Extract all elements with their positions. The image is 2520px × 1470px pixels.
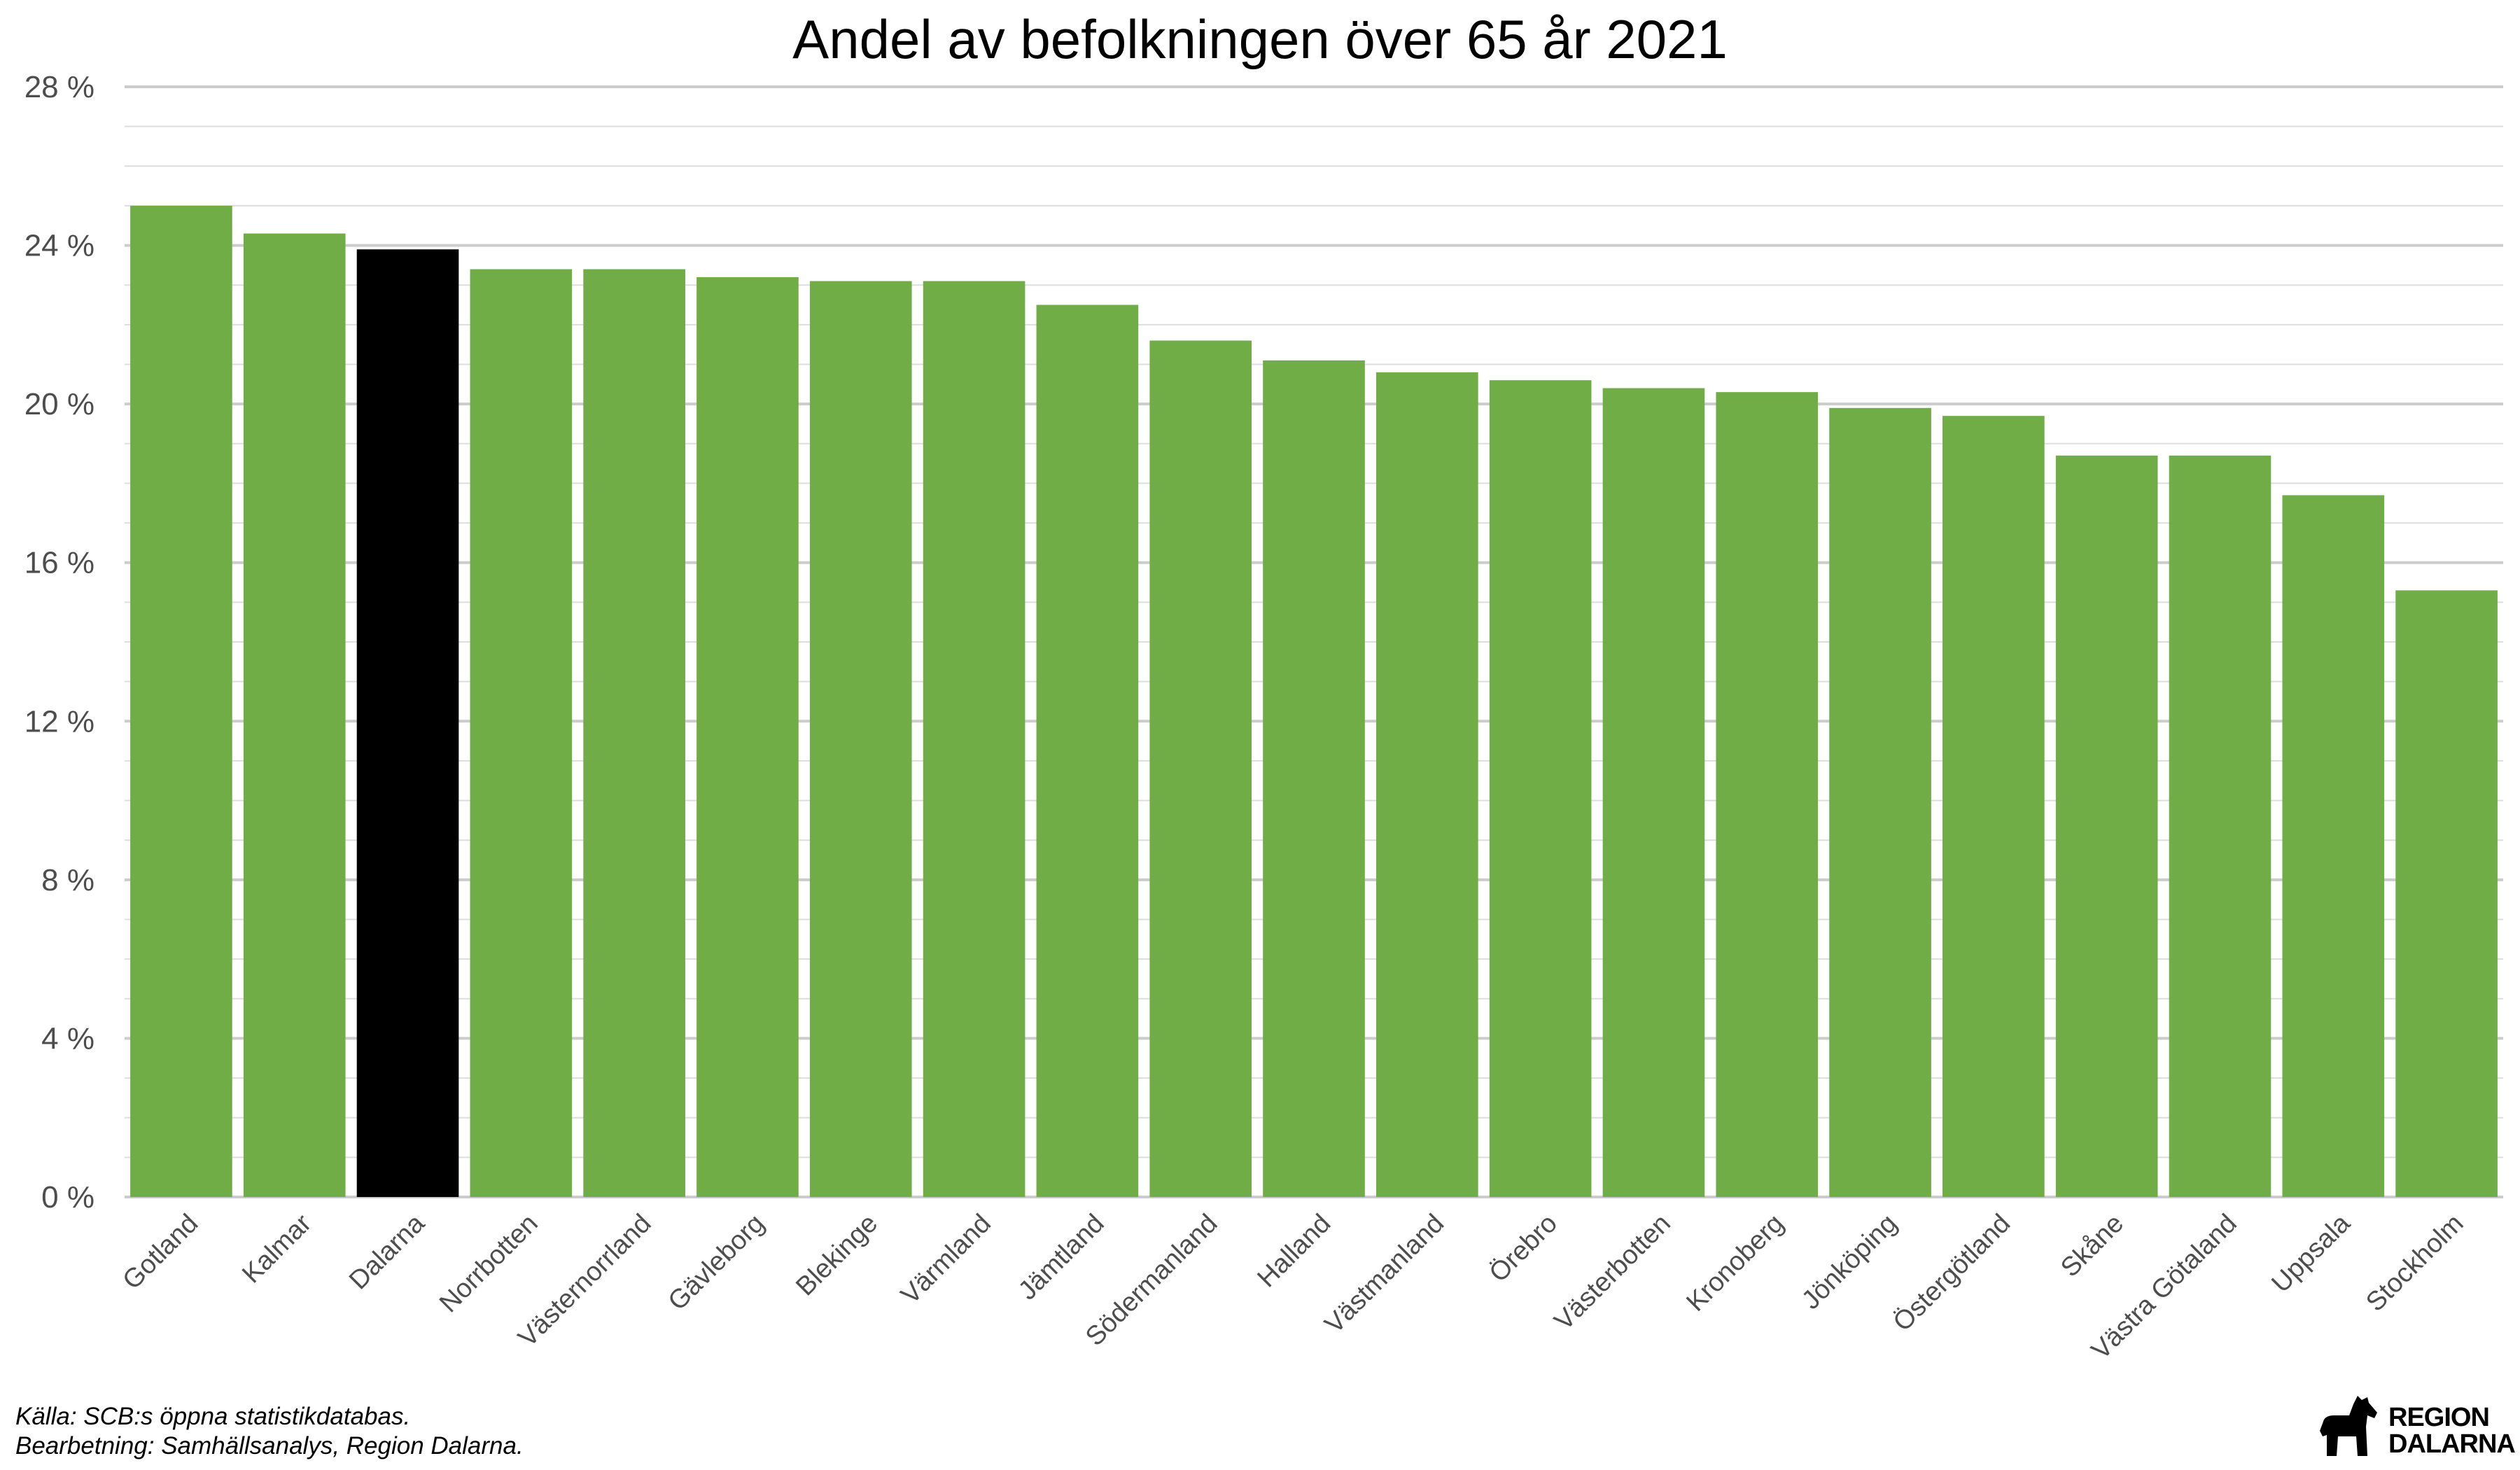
bar-uppsala: [2282, 495, 2385, 1197]
chart-title: Andel av befolkningen över 65 år 2021: [792, 8, 1728, 70]
bar-stockholm: [2395, 590, 2498, 1197]
y-tick-label: 12 %: [24, 704, 94, 738]
y-tick-label: 20 %: [24, 387, 94, 421]
x-tick-label: Blekinge: [790, 1209, 883, 1302]
bar-gotland: [130, 205, 232, 1197]
x-tick-label: Västmanland: [1320, 1209, 1450, 1340]
y-tick-label: 24 %: [24, 229, 94, 263]
bar-dalarna: [356, 249, 459, 1197]
logo-line-1: REGION: [2388, 1403, 2490, 1432]
bar-jönköping: [1829, 407, 1931, 1197]
bar-örebro: [1489, 380, 1592, 1197]
x-tick-label: Jämtland: [1013, 1209, 1110, 1306]
x-tick-label: Uppsala: [2266, 1208, 2356, 1298]
processing-note: Bearbetning: Samhällsanalys, Region Dala…: [15, 1432, 524, 1460]
x-tick-label: Gävleborg: [663, 1209, 771, 1317]
bar-gävleborg: [696, 276, 799, 1197]
x-tick-label: Jönköping: [1796, 1209, 1903, 1315]
bar-västra-götaland: [2169, 455, 2272, 1197]
y-axis-tick-labels: 0 % 4 % 8 % 12 % 16 % 20 % 24 % 28 %: [24, 70, 94, 1214]
x-tick-label: Halland: [1252, 1209, 1337, 1294]
x-tick-label: Värmland: [895, 1209, 997, 1310]
bar-kronoberg: [1716, 392, 1819, 1197]
bar-jämtland: [1036, 304, 1139, 1198]
source-note: Källa: SCB:s öppna statistikdatabas.: [15, 1403, 411, 1430]
bar-norrbotten: [470, 269, 573, 1197]
bar-östergötland: [1942, 416, 2045, 1197]
y-tick-label: 8 %: [41, 863, 94, 897]
x-tick-label: Kalmar: [237, 1208, 317, 1289]
caption: Källa: SCB:s öppna statistikdatabas. Bea…: [15, 1402, 524, 1461]
bar-blekinge: [809, 281, 912, 1197]
x-tick-label: Östergötland: [1888, 1209, 2017, 1338]
y-tick-label: 28 %: [24, 70, 94, 104]
bar-västerbotten: [1602, 388, 1705, 1197]
bar-södermanland: [1149, 340, 1252, 1197]
y-tick-label: 0 %: [41, 1180, 94, 1214]
x-tick-label: Dalarna: [344, 1208, 430, 1295]
dala-horse-icon: [2320, 1396, 2377, 1456]
bar-kalmar: [243, 233, 346, 1197]
bar-värmland: [923, 281, 1026, 1197]
bars: [130, 205, 2498, 1198]
x-tick-label: Stockholm: [2360, 1209, 2469, 1317]
bar-västernorrland: [583, 269, 685, 1197]
bar-västmanland: [1376, 372, 1478, 1197]
region-dalarna-logo: REGION DALARNA: [2313, 1392, 2516, 1462]
x-tick-label: Gotland: [117, 1209, 204, 1296]
y-tick-label: 4 %: [41, 1021, 94, 1056]
x-axis-tick-labels: Gotland Kalmar Dalarna NorrbottenVästernorr…: [117, 1208, 2469, 1365]
x-tick-label: Norrbotten: [434, 1209, 544, 1319]
x-tick-label: Västerbotten: [1549, 1209, 1676, 1336]
bar-halland: [1263, 360, 1365, 1197]
x-tick-label: Skåne: [2055, 1209, 2129, 1283]
bar-skåne: [2055, 455, 2158, 1197]
y-tick-label: 16 %: [24, 546, 94, 580]
logo-line-2: DALARNA: [2388, 1429, 2516, 1459]
x-tick-label: Örebro: [1484, 1209, 1563, 1288]
x-tick-label: Kronoberg: [1681, 1209, 1789, 1317]
